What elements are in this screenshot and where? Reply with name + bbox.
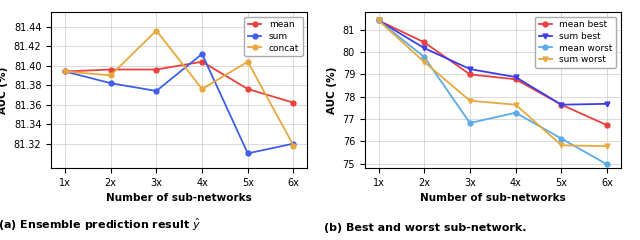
sum worst bbox=[420, 60, 428, 63]
mean best bbox=[604, 124, 611, 127]
sum bbox=[290, 142, 298, 145]
concat bbox=[152, 29, 160, 32]
sum worst bbox=[466, 99, 474, 102]
mean worst bbox=[604, 163, 611, 166]
sum bbox=[198, 53, 206, 55]
sum best bbox=[557, 103, 565, 106]
mean bbox=[244, 88, 252, 90]
mean worst bbox=[374, 19, 382, 22]
Line: mean best: mean best bbox=[376, 18, 609, 128]
Y-axis label: AUC (%): AUC (%) bbox=[0, 66, 8, 114]
sum best bbox=[466, 68, 474, 71]
mean bbox=[290, 101, 298, 104]
Line: mean: mean bbox=[63, 59, 296, 105]
sum best bbox=[420, 47, 428, 49]
mean worst bbox=[420, 56, 428, 59]
sum worst bbox=[557, 144, 565, 147]
sum bbox=[244, 152, 252, 155]
mean best bbox=[420, 41, 428, 44]
mean bbox=[152, 68, 160, 71]
mean bbox=[61, 70, 68, 73]
mean best bbox=[557, 103, 565, 106]
Y-axis label: AUC (%): AUC (%) bbox=[327, 66, 337, 114]
sum worst bbox=[512, 103, 520, 106]
Line: sum: sum bbox=[63, 52, 296, 156]
Line: sum best: sum best bbox=[376, 18, 609, 107]
mean best bbox=[512, 78, 520, 81]
sum bbox=[152, 90, 160, 92]
concat bbox=[107, 74, 115, 77]
sum bbox=[61, 70, 68, 73]
sum worst bbox=[374, 19, 382, 22]
Text: (a) Ensemble prediction result $\hat{y}$: (a) Ensemble prediction result $\hat{y}$ bbox=[0, 216, 201, 233]
mean bbox=[198, 60, 206, 63]
Legend: mean best, sum best, mean worst, sum worst: mean best, sum best, mean worst, sum wor… bbox=[535, 17, 616, 68]
Line: sum worst: sum worst bbox=[376, 18, 609, 149]
Text: (b) Best and worst sub-network.: (b) Best and worst sub-network. bbox=[324, 223, 527, 233]
concat bbox=[61, 70, 68, 73]
Line: mean worst: mean worst bbox=[376, 18, 609, 167]
concat bbox=[244, 60, 252, 63]
mean bbox=[107, 68, 115, 71]
mean worst bbox=[557, 137, 565, 140]
concat bbox=[198, 88, 206, 90]
X-axis label: Number of sub-networks: Number of sub-networks bbox=[106, 193, 252, 203]
sum best bbox=[604, 102, 611, 105]
sum worst bbox=[604, 145, 611, 148]
Line: concat: concat bbox=[63, 28, 296, 148]
mean worst bbox=[466, 121, 474, 124]
mean worst bbox=[512, 111, 520, 114]
mean best bbox=[466, 73, 474, 76]
Legend: mean, sum, concat: mean, sum, concat bbox=[244, 17, 303, 56]
sum bbox=[107, 82, 115, 85]
sum best bbox=[374, 19, 382, 22]
sum best bbox=[512, 76, 520, 78]
concat bbox=[290, 144, 298, 147]
X-axis label: Number of sub-networks: Number of sub-networks bbox=[420, 193, 566, 203]
mean best bbox=[374, 19, 382, 22]
